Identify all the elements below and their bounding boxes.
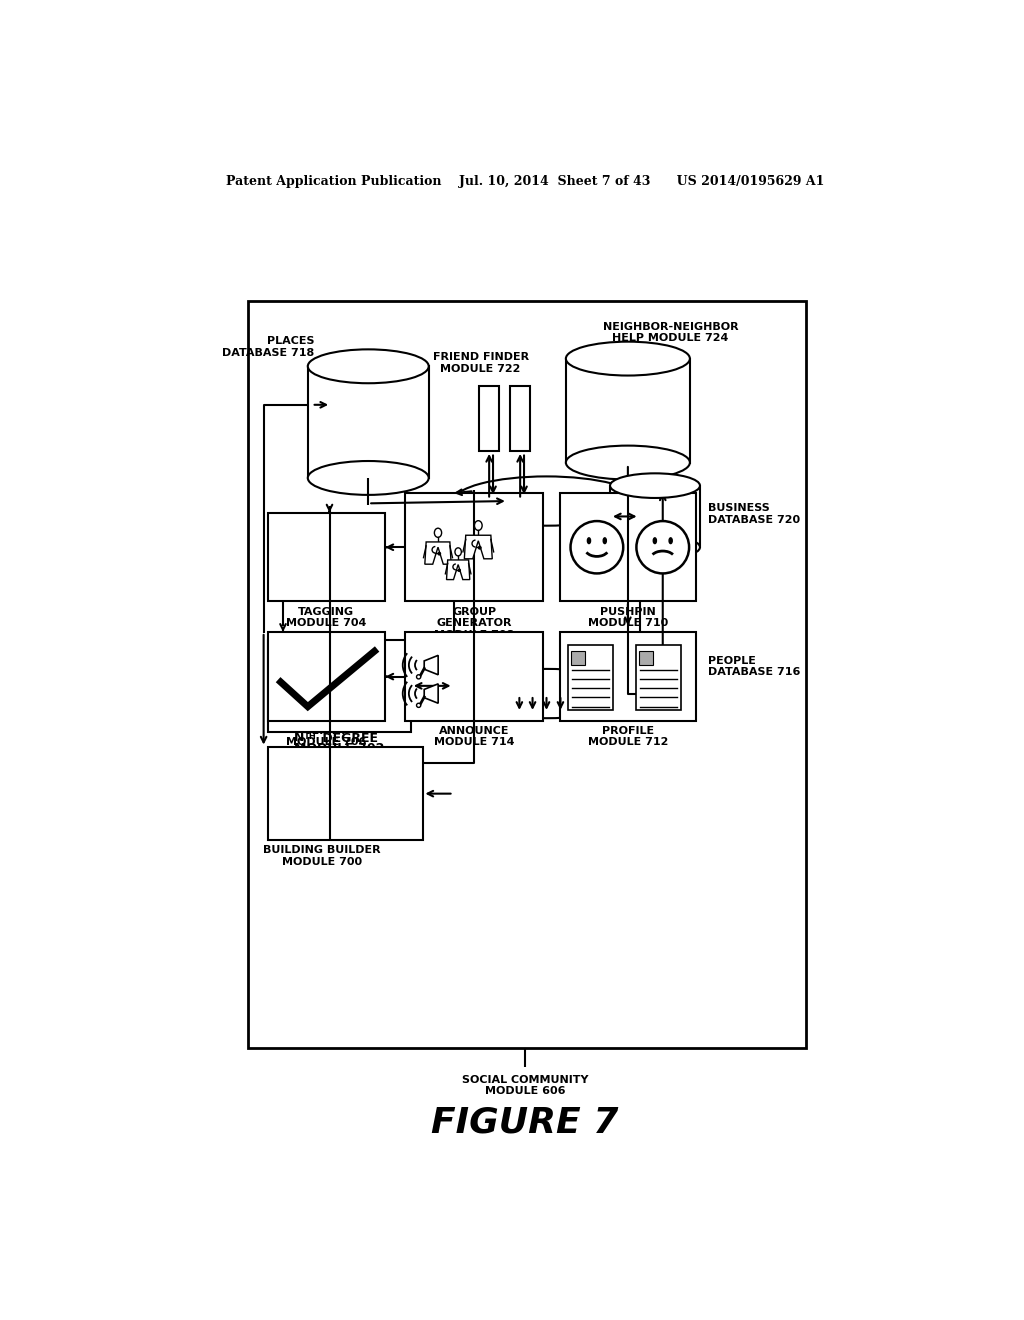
Polygon shape xyxy=(566,359,690,462)
Bar xyxy=(510,385,530,451)
Text: PUSHPIN
MODULE 710: PUSHPIN MODULE 710 xyxy=(588,607,668,628)
Ellipse shape xyxy=(308,350,429,383)
Circle shape xyxy=(478,546,481,549)
Ellipse shape xyxy=(610,474,700,498)
Bar xyxy=(406,494,544,601)
Circle shape xyxy=(458,569,461,572)
Text: BUSINESS
DATABASE 720: BUSINESS DATABASE 720 xyxy=(708,503,800,525)
Polygon shape xyxy=(610,486,700,548)
Polygon shape xyxy=(424,684,438,704)
Ellipse shape xyxy=(474,520,482,531)
Bar xyxy=(267,640,411,733)
Bar xyxy=(636,645,681,710)
Bar xyxy=(639,651,652,665)
Ellipse shape xyxy=(308,461,429,495)
Circle shape xyxy=(417,675,421,678)
Text: SOCIAL COMMUNITY
MODULE 606: SOCIAL COMMUNITY MODULE 606 xyxy=(462,1074,588,1097)
Text: NEIGHBOR-NEIGHBOR
HELP MODULE 724: NEIGHBOR-NEIGHBOR HELP MODULE 724 xyxy=(603,322,738,343)
Ellipse shape xyxy=(566,342,690,376)
Text: FRIEND FINDER
MODULE 722: FRIEND FINDER MODULE 722 xyxy=(432,352,528,374)
Bar xyxy=(267,747,423,840)
Polygon shape xyxy=(446,560,470,579)
Circle shape xyxy=(570,521,624,573)
Text: VERIFY
MODULE 706: VERIFY MODULE 706 xyxy=(287,726,367,747)
Bar xyxy=(560,494,696,601)
Polygon shape xyxy=(308,367,429,478)
Circle shape xyxy=(636,521,689,573)
Ellipse shape xyxy=(566,446,690,479)
Polygon shape xyxy=(454,502,640,693)
Text: Patent Application Publication    Jul. 10, 2014  Sheet 7 of 43      US 2014/0195: Patent Application Publication Jul. 10, … xyxy=(225,176,824,187)
Text: TH: TH xyxy=(304,733,316,742)
Text: PLACES
DATABASE 718: PLACES DATABASE 718 xyxy=(222,337,314,358)
Bar xyxy=(560,632,696,721)
Text: ANNOUNCE
MODULE 714: ANNOUNCE MODULE 714 xyxy=(434,726,515,747)
Bar xyxy=(568,645,613,710)
Ellipse shape xyxy=(455,548,462,556)
Text: BUILDING BUILDER
MODULE 700: BUILDING BUILDER MODULE 700 xyxy=(263,845,381,867)
Bar xyxy=(267,512,385,601)
Ellipse shape xyxy=(434,528,441,537)
Ellipse shape xyxy=(454,669,640,718)
Bar xyxy=(571,651,586,665)
Text: TAGGING
MODULE 704: TAGGING MODULE 704 xyxy=(287,607,367,628)
Circle shape xyxy=(417,704,421,708)
Ellipse shape xyxy=(610,535,700,560)
Polygon shape xyxy=(464,535,493,558)
Text: PROFILE
MODULE 712: PROFILE MODULE 712 xyxy=(588,726,668,747)
Ellipse shape xyxy=(603,537,606,544)
Polygon shape xyxy=(424,655,438,675)
Ellipse shape xyxy=(454,477,640,525)
Ellipse shape xyxy=(588,537,591,544)
Bar xyxy=(267,632,385,721)
Bar xyxy=(406,632,544,721)
Text: PEOPLE
DATABASE 716: PEOPLE DATABASE 716 xyxy=(708,656,800,677)
Ellipse shape xyxy=(653,537,656,544)
Text: GROUP
GENERATOR
MODULE 708: GROUP GENERATOR MODULE 708 xyxy=(434,607,514,640)
Text: FIGURE 7: FIGURE 7 xyxy=(431,1105,618,1139)
Circle shape xyxy=(438,552,440,554)
Bar xyxy=(479,385,500,451)
Polygon shape xyxy=(425,543,452,564)
Ellipse shape xyxy=(669,537,672,544)
Text: DEGREE: DEGREE xyxy=(317,733,378,744)
Text: N: N xyxy=(294,730,304,743)
Bar xyxy=(248,301,806,1048)
Text: MODULE 702: MODULE 702 xyxy=(294,742,384,755)
